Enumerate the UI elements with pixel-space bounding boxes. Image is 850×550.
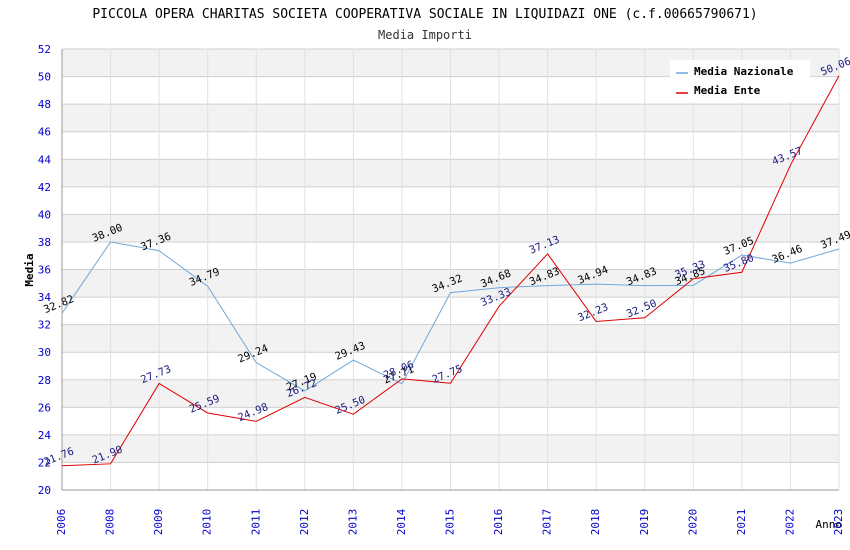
y-tick-label: 28 bbox=[38, 374, 51, 387]
x-axis-ticks: 2006 2008 2009 2010 2011 2012 2013 2014 2015 2016… bbox=[55, 508, 845, 535]
x-tick-label: 2010 bbox=[201, 509, 214, 536]
series-lines bbox=[61, 75, 840, 467]
y-tick-label: 52 bbox=[38, 43, 51, 56]
y-tick-label: 36 bbox=[38, 264, 51, 277]
y-tick-label: 26 bbox=[38, 401, 51, 414]
series-line-0 bbox=[61, 241, 840, 392]
data-label-1: 32.50 bbox=[625, 297, 659, 320]
grid-lines bbox=[61, 48, 840, 491]
y-tick-label: 42 bbox=[38, 181, 51, 194]
x-tick-label: 2006 bbox=[55, 509, 68, 536]
x-tick-label: 2019 bbox=[638, 509, 651, 536]
chart-title: PICCOLA OPERA CHARITAS SOCIETA COOPERATI… bbox=[92, 7, 757, 22]
y-tick-label: 46 bbox=[38, 126, 51, 139]
y-tick-label: 24 bbox=[38, 429, 52, 442]
y-tick-label: 44 bbox=[38, 153, 52, 166]
x-tick-label: 2009 bbox=[152, 509, 165, 536]
x-tick-label: 2014 bbox=[395, 508, 408, 535]
y-tick-label: 22 bbox=[38, 456, 51, 469]
x-axis-label: Anno bbox=[816, 518, 843, 531]
legend-box bbox=[670, 60, 810, 102]
y-axis-ticks: 20 22 24 26 28 30 32 34 36 38 40 42 44 46 48 50 52 bbox=[38, 43, 52, 497]
x-tick-label: 2016 bbox=[492, 509, 505, 536]
x-tick-label: 2012 bbox=[298, 509, 311, 536]
y-tick-label: 30 bbox=[38, 346, 51, 359]
y-tick-label: 50 bbox=[38, 71, 51, 84]
y-tick-label: 32 bbox=[38, 319, 51, 332]
y-axis-label: Media bbox=[23, 253, 36, 286]
chart-subtitle: Media Importi bbox=[378, 28, 472, 42]
x-tick-label: 2022 bbox=[783, 509, 796, 536]
x-tick-label: 2021 bbox=[735, 509, 748, 536]
y-tick-label: 40 bbox=[38, 208, 51, 221]
legend-label-ente: Media Ente bbox=[694, 84, 761, 97]
x-tick-label: 2023 bbox=[832, 509, 845, 536]
y-tick-label: 20 bbox=[38, 484, 51, 497]
x-tick-label: 2011 bbox=[249, 509, 262, 536]
legend-label-nazionale: Media Nazionale bbox=[694, 65, 794, 78]
x-tick-label: 2013 bbox=[346, 509, 359, 536]
x-tick-label: 2015 bbox=[444, 509, 457, 536]
y-tick-label: 48 bbox=[38, 98, 51, 111]
x-tick-label: 2018 bbox=[589, 509, 602, 536]
y-tick-label: 38 bbox=[38, 236, 51, 249]
y-tick-label: 34 bbox=[38, 291, 52, 304]
x-tick-label: 2008 bbox=[104, 509, 117, 536]
series-line-1 bbox=[61, 75, 840, 467]
x-tick-label: 2017 bbox=[541, 509, 554, 536]
x-tick-label: 2020 bbox=[686, 509, 699, 536]
legend: Media Nazionale Media Ente bbox=[670, 60, 810, 102]
